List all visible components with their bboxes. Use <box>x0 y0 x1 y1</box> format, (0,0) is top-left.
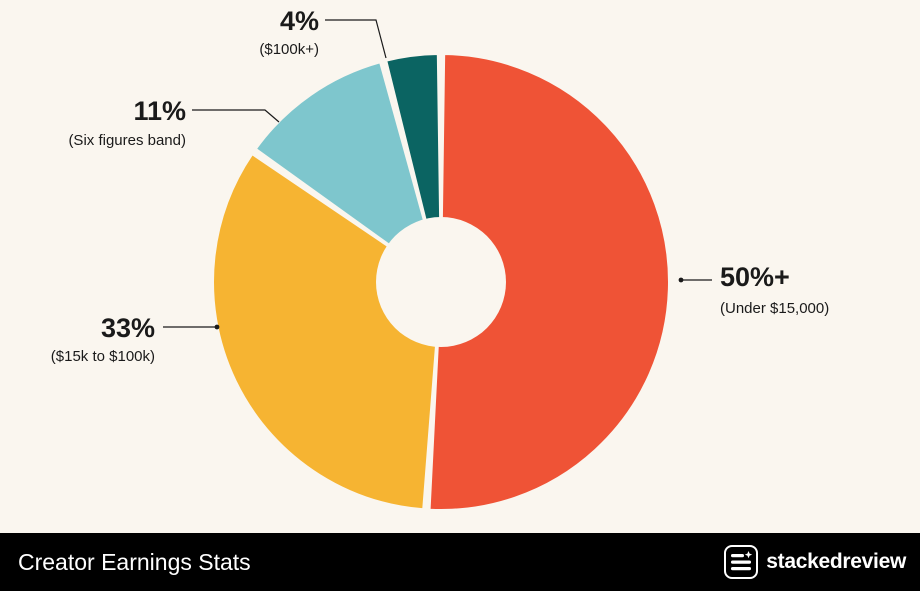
slice-description-label-2: ($15k to $100k) <box>51 348 155 365</box>
pie-slice-1 <box>428 53 670 511</box>
chart-area: 50%+ (Under $15,000) 33% ($15k to $100k) 11%… <box>51 6 829 511</box>
slice-percent-label-4: 4% <box>280 6 319 36</box>
slice-description-label-3: (Six figures band) <box>68 132 186 149</box>
pie-slice-2 <box>212 153 442 511</box>
footer-bar: Creator Earnings Stats stackedreview <box>0 533 920 591</box>
slice-description-label-4: ($100k+) <box>259 41 319 58</box>
leader-line-4 <box>325 19 387 59</box>
slice-description-label-1: (Under $15,000) <box>720 300 829 317</box>
slice-percent-label-2: 33% <box>101 313 155 343</box>
footer-title: Creator Earnings Stats <box>18 548 251 575</box>
leader-line-3 <box>192 109 280 123</box>
brand[interactable]: stackedreview <box>724 545 906 579</box>
leader-dot-1 <box>678 277 684 283</box>
brand-name: stackedreview <box>766 550 906 573</box>
donut-chart: 50%+ (Under $15,000) 33% ($15k to $100k) 11%… <box>51 6 829 511</box>
stacked-review-logo-icon <box>724 545 759 579</box>
donut-hole <box>376 217 506 347</box>
slice-percent-label-1: 50%+ <box>720 262 790 292</box>
leader-dot-2 <box>214 324 220 330</box>
pie-slice-3 <box>254 61 442 283</box>
slice-percent-label-3: 11% <box>133 96 186 126</box>
